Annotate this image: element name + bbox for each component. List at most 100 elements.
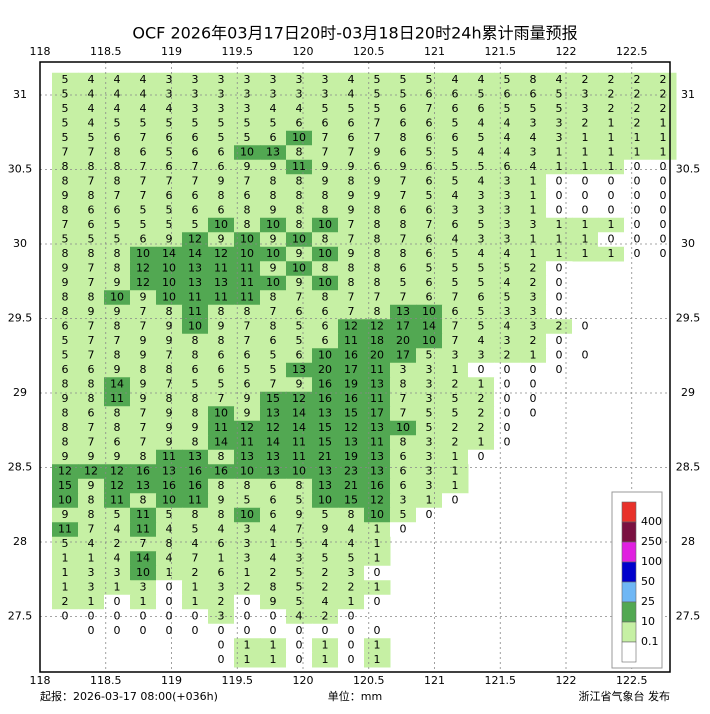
- rain-value: 7: [452, 334, 459, 347]
- rain-value: 6: [452, 305, 459, 318]
- rain-cell: [364, 536, 391, 552]
- rain-value: 7: [88, 276, 95, 289]
- rain-value: 11: [214, 291, 228, 304]
- rain-cell: [234, 377, 261, 392]
- rain-cell: [78, 464, 105, 479]
- rain-value: 14: [188, 247, 202, 260]
- rain-value: 6: [322, 320, 329, 333]
- rain-value: 3: [348, 566, 355, 579]
- rain-value: 3: [452, 204, 459, 217]
- rain-value: 8: [296, 218, 303, 231]
- rain-cell: [442, 304, 469, 320]
- rain-cell: [338, 275, 365, 291]
- rain-value: 8: [114, 146, 121, 159]
- rain-value: 0: [634, 247, 641, 260]
- rain-cell: [104, 333, 131, 349]
- rain-value: 5: [400, 508, 407, 521]
- rain-value: 5: [348, 102, 355, 115]
- rain-value: 5: [244, 131, 251, 144]
- rain-cell: [442, 391, 469, 407]
- rain-value: 5: [348, 552, 355, 565]
- rain-cell: [364, 304, 391, 320]
- rain-value: 6: [270, 494, 277, 507]
- rain-value: 1: [140, 595, 147, 608]
- rain-cell: [338, 391, 365, 407]
- rain-cell: [208, 565, 235, 581]
- rain-value: 1: [556, 160, 563, 173]
- rain-value: 6: [192, 204, 199, 217]
- rain-cell: [520, 391, 547, 407]
- rain-value: 8: [218, 508, 225, 521]
- rain-value: 17: [396, 320, 410, 333]
- rain-value: 5: [478, 218, 485, 231]
- rain-value: 8: [322, 204, 329, 217]
- rain-cell: [260, 116, 287, 131]
- rain-cell: [312, 522, 339, 537]
- rain-cell: [156, 145, 183, 160]
- rain-cell: [208, 246, 235, 262]
- rain-value: 14: [110, 378, 124, 391]
- rain-value: 5: [62, 88, 69, 101]
- rain-cell: [572, 203, 599, 218]
- rain-value: 9: [140, 291, 147, 304]
- rain-cell: [312, 377, 339, 392]
- legend-swatch: [621, 521, 637, 543]
- rain-value: 5: [426, 189, 433, 202]
- rain-cell: [208, 261, 235, 276]
- rain-cell: [260, 391, 287, 407]
- rain-cell: [130, 609, 157, 624]
- rain-value: 6: [296, 349, 303, 362]
- rain-cell: [104, 348, 131, 363]
- rain-cell: [390, 261, 417, 276]
- rain-cell: [234, 290, 261, 305]
- rain-cell: [494, 130, 521, 146]
- rain-cell: [416, 304, 443, 320]
- rain-cell: [52, 348, 79, 363]
- rain-cell: [208, 594, 235, 610]
- rain-cell: [130, 377, 157, 392]
- rain-cell: [286, 420, 313, 436]
- rain-value: 0: [192, 624, 199, 637]
- rain-value: 3: [478, 204, 485, 217]
- rain-value: 5: [88, 131, 95, 144]
- rain-value: 7: [88, 175, 95, 188]
- rain-value: 6: [400, 479, 407, 492]
- numbers: 5 4 4 4 3 3 3 3 3 3 3 4 5 5 5 4 4 5 8 4 2 2 2 25 4 4 4 3 3 3 3 3 3 3 4 5 5 6 6…: [58, 73, 667, 666]
- rain-value: 13: [370, 378, 384, 391]
- rain-cell: [520, 290, 547, 305]
- rain-value: 7: [88, 146, 95, 159]
- rain-cell: [312, 101, 339, 117]
- rain-value: 4: [140, 102, 147, 115]
- rain-cell: [312, 638, 339, 653]
- rain-cell: [286, 130, 313, 146]
- rain-value: 20: [318, 363, 332, 376]
- rain-value: 16: [344, 349, 358, 362]
- rain-value: 7: [140, 407, 147, 420]
- rain-cell: [598, 159, 625, 175]
- rain-cell: [130, 536, 157, 552]
- rain-value: 6: [270, 508, 277, 521]
- rain-cell: [156, 406, 183, 421]
- rain-value: 1: [374, 581, 381, 594]
- rain-value: 9: [244, 392, 251, 405]
- rain-cell: [468, 304, 495, 320]
- rain-cell: [390, 232, 417, 247]
- rain-value: 8: [218, 189, 225, 202]
- rain-value: 7: [114, 334, 121, 347]
- rain-cell: [234, 72, 261, 88]
- rain-cell: [104, 551, 131, 566]
- rain-value: 7: [348, 291, 355, 304]
- rain-cell: [182, 493, 209, 508]
- rain-value: 2: [660, 73, 667, 86]
- rain-cell: [390, 130, 417, 146]
- rain-value: 4: [192, 537, 199, 550]
- rain-value: 9: [62, 450, 69, 463]
- rain-cell: [442, 362, 469, 378]
- rain-cell: [624, 232, 651, 247]
- rain-cell: [364, 652, 391, 668]
- rain-value: 6: [374, 160, 381, 173]
- rain-cell: [364, 348, 391, 363]
- rain-cell: [234, 275, 261, 291]
- rain-cell: [156, 580, 183, 595]
- rain-value: 4: [88, 117, 95, 130]
